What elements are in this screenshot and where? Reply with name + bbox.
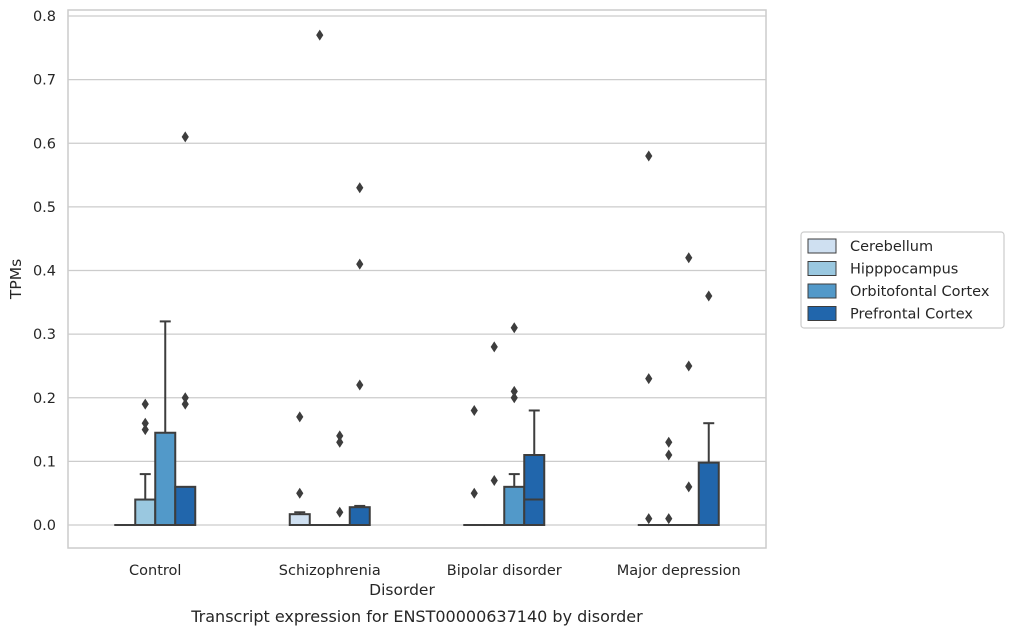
legend-label: Hipppocampus [850,262,958,278]
box-orbitofontal-cortex-2 [503,322,526,527]
box-rect [134,498,157,526]
y-tick-label: 0.4 [33,264,56,280]
outlier-point [470,487,478,499]
outlier-point [510,392,518,404]
x-axis-ticks: Control Schizophrenia Bipolar disorder Majo… [129,563,741,579]
x-tick-label: Bipolar disorder [447,563,562,579]
box-prefrontal-cortex-0 [174,131,197,527]
x-axis-label: Disorder [369,581,435,599]
legend-label: Cerebellum [850,239,933,255]
outlier-point [490,341,498,353]
legend: Cerebellum Hipppocampus Orbitofontal Corte… [800,231,1005,329]
outlier-point [356,182,364,194]
x-tick-label: Control [129,563,181,579]
outlier-point [470,404,478,416]
box-prefrontal-cortex-3 [697,290,720,526]
outlier-point [356,379,364,391]
legend-swatch [807,238,837,254]
box-rect [348,506,371,526]
outlier-point [336,430,344,442]
outlier-point [181,398,189,410]
box-rect [697,461,720,526]
outlier-point [645,513,653,525]
y-tick-label: 0.0 [33,518,56,534]
outlier-point [141,424,149,436]
outlier-point [336,506,344,518]
outlier-point [336,436,344,448]
box-rect [503,485,526,527]
y-tick-label: 0.2 [33,391,56,407]
legend-swatch [807,283,837,299]
outlier-point [665,449,673,461]
outlier-point [181,392,189,404]
legend-frame [800,231,1005,329]
outlier-point [356,258,364,270]
y-axis-label: TPMs [7,259,25,300]
outlier-point [510,322,518,334]
box-cerebellum-1 [288,411,311,527]
y-axis-ticks: 0.0 0.1 0.2 0.3 0.4 0.5 0.6 0.7 0.8 [33,9,56,534]
y-tick-label: 0.7 [33,73,56,89]
outlier-point [316,29,324,41]
outlier-point [141,417,149,429]
box-rect [288,513,311,527]
outlier-point [645,373,653,385]
box-orbitofontal-cortex-0 [154,320,177,526]
legend-swatch [807,306,837,321]
box-orbitofontal-cortex-1 [328,430,351,527]
outlier-point [490,474,498,486]
legend-label: Prefrontal Cortex [850,307,973,323]
box-cerebellum-3 [637,150,660,527]
y-tick-label: 0.3 [33,327,56,343]
y-tick-label: 0.8 [33,9,56,25]
box-rect [523,454,546,527]
outlier-point [665,513,673,525]
outlier-point [705,290,713,302]
outlier-point [510,385,518,397]
outlier-point [685,360,693,372]
y-tick-label: 0.1 [33,454,56,470]
box-hipppocampus-2 [483,341,506,527]
box-orbitofontal-cortex-3 [677,252,700,527]
plot-frame [67,9,767,549]
outlier-point [685,481,693,493]
legend-label: Orbitofontal Cortex [850,284,990,300]
box-hipppocampus-3 [657,436,680,527]
y-tick-label: 0.5 [33,200,56,216]
box-rect [154,431,177,526]
outlier-point [296,411,304,423]
chart-caption: Transcript expression for ENST0000063714… [190,607,643,626]
outlier-point [685,252,693,264]
box-prefrontal-cortex-2 [523,409,546,527]
outlier-point [645,150,653,162]
outlier-point [296,487,304,499]
x-tick-label: Major depression [617,563,741,579]
box-rect [174,485,197,527]
box-prefrontal-cortex-1 [348,182,371,526]
y-tick-label: 0.6 [33,136,56,152]
x-tick-label: Schizophrenia [279,563,381,579]
boxes-layer [114,29,720,527]
box-hipppocampus-1 [308,29,331,527]
box-cerebellum-2 [463,404,486,527]
outlier-point [665,436,673,448]
legend-swatch [807,261,837,276]
outlier-point [141,398,149,410]
outlier-point [181,131,189,143]
